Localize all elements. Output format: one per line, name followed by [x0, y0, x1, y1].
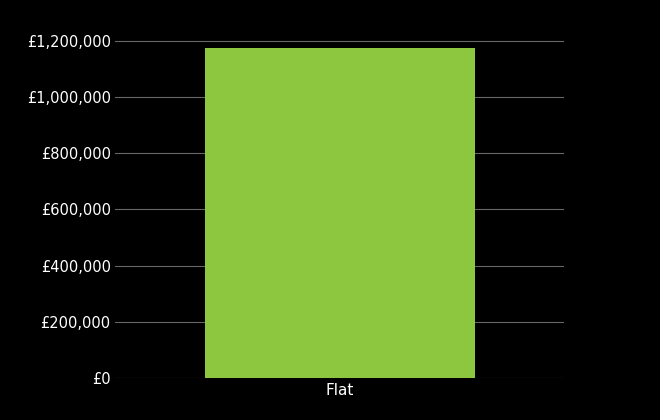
Bar — [205, 48, 475, 378]
